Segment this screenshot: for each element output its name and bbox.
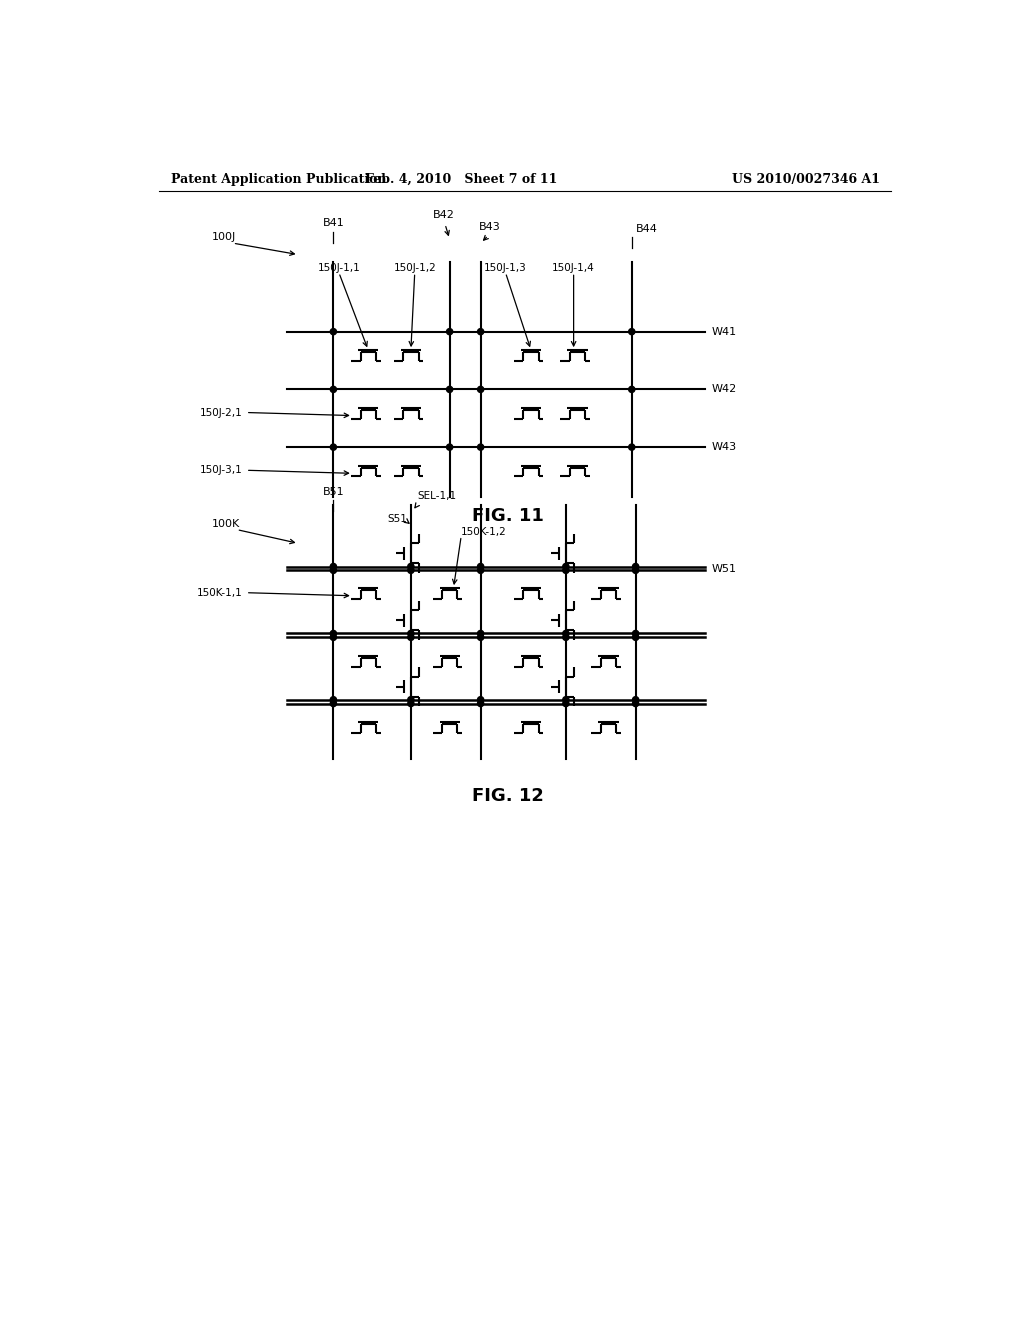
Circle shape (408, 697, 414, 702)
Circle shape (629, 329, 635, 335)
Text: S51: S51 (387, 513, 407, 524)
Text: 150J-1,3: 150J-1,3 (484, 263, 526, 273)
Circle shape (633, 631, 639, 636)
Circle shape (446, 387, 453, 392)
Circle shape (446, 444, 453, 450)
Text: 100J: 100J (212, 232, 236, 242)
Circle shape (331, 444, 337, 450)
Circle shape (633, 701, 639, 706)
Circle shape (408, 635, 414, 640)
Circle shape (477, 568, 483, 573)
Circle shape (563, 635, 569, 640)
Text: B42: B42 (432, 210, 455, 220)
Text: 150J-1,4: 150J-1,4 (552, 263, 595, 273)
Circle shape (633, 568, 639, 573)
Text: 150J-2,1: 150J-2,1 (200, 408, 243, 417)
Text: US 2010/0027346 A1: US 2010/0027346 A1 (732, 173, 880, 186)
Circle shape (633, 564, 639, 570)
Text: 150J-1,1: 150J-1,1 (317, 263, 360, 273)
Circle shape (629, 387, 635, 392)
Circle shape (633, 635, 639, 640)
Text: W42: W42 (712, 384, 737, 395)
Text: 150J-1,2: 150J-1,2 (393, 263, 436, 273)
Circle shape (477, 635, 483, 640)
Text: FIG. 12: FIG. 12 (472, 787, 544, 805)
Circle shape (331, 701, 337, 706)
Circle shape (563, 631, 569, 636)
Circle shape (563, 564, 569, 570)
Circle shape (477, 564, 483, 570)
Text: FIG. 11: FIG. 11 (472, 507, 544, 525)
Circle shape (563, 697, 569, 702)
Circle shape (331, 564, 337, 570)
Circle shape (408, 564, 414, 570)
Circle shape (331, 387, 337, 392)
Text: Feb. 4, 2010   Sheet 7 of 11: Feb. 4, 2010 Sheet 7 of 11 (366, 173, 557, 186)
Text: B41: B41 (323, 218, 344, 227)
Text: 150K-1,1: 150K-1,1 (197, 587, 243, 598)
Circle shape (633, 697, 639, 702)
Circle shape (408, 701, 414, 706)
Text: 150K-1,2: 150K-1,2 (461, 527, 507, 537)
Text: W43: W43 (712, 442, 736, 453)
Circle shape (477, 697, 483, 702)
Circle shape (477, 329, 483, 335)
Circle shape (408, 631, 414, 636)
Circle shape (477, 387, 483, 392)
Text: Patent Application Publication: Patent Application Publication (171, 173, 386, 186)
Circle shape (408, 568, 414, 573)
Text: W51: W51 (712, 564, 736, 574)
Text: B44: B44 (636, 224, 657, 234)
Circle shape (331, 631, 337, 636)
Circle shape (477, 444, 483, 450)
Circle shape (331, 568, 337, 573)
Text: 100K: 100K (212, 519, 240, 529)
Text: SEL-1,1: SEL-1,1 (417, 491, 457, 502)
Circle shape (446, 329, 453, 335)
Text: B43: B43 (479, 222, 501, 231)
Circle shape (629, 444, 635, 450)
Circle shape (331, 697, 337, 702)
Circle shape (477, 631, 483, 636)
Text: B51: B51 (323, 487, 344, 498)
Circle shape (563, 701, 569, 706)
Circle shape (477, 701, 483, 706)
Text: W41: W41 (712, 326, 736, 337)
Circle shape (563, 568, 569, 573)
Circle shape (331, 635, 337, 640)
Text: 150J-3,1: 150J-3,1 (200, 465, 243, 475)
Circle shape (331, 329, 337, 335)
